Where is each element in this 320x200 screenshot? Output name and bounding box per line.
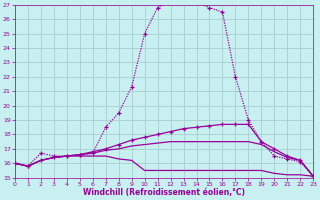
X-axis label: Windchill (Refroidissement éolien,°C): Windchill (Refroidissement éolien,°C) [83,188,245,197]
